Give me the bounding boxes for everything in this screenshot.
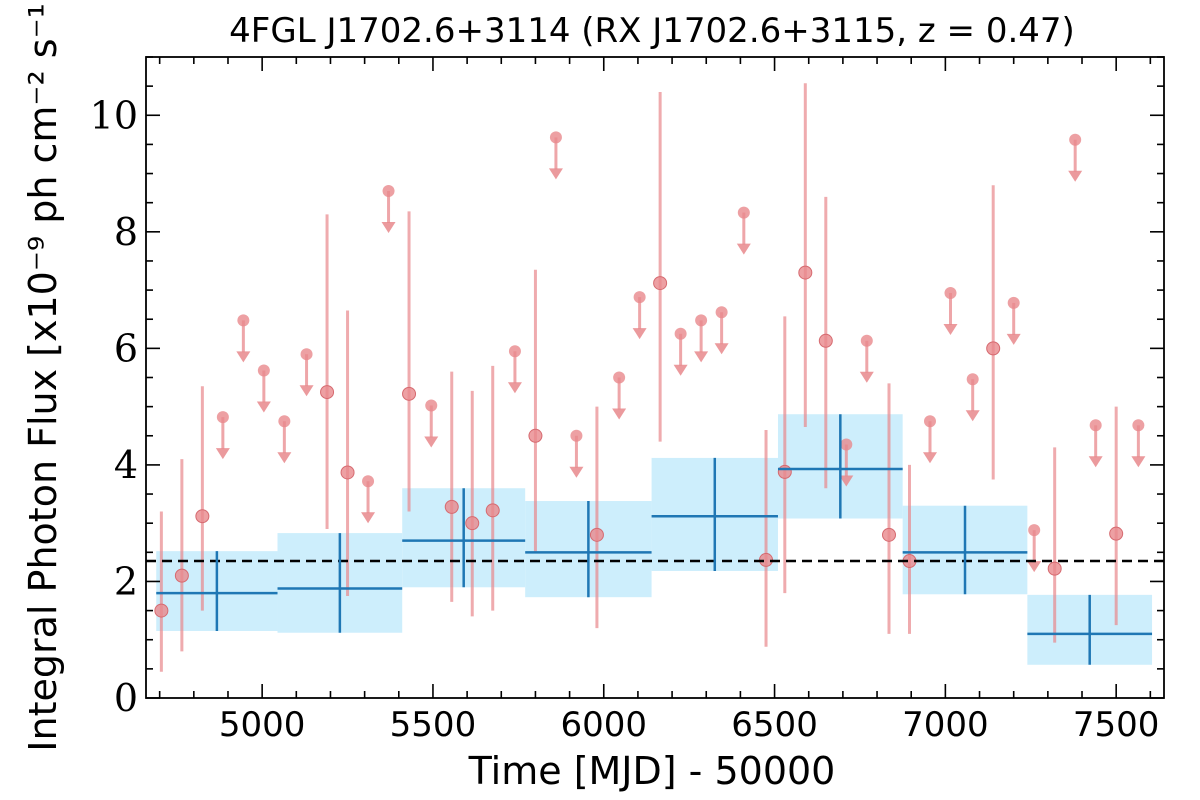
upper-limit-point	[613, 371, 626, 384]
upper-limit-arrow	[632, 328, 647, 340]
x-tick-label: 5500	[390, 705, 477, 745]
upper-limit-point	[1069, 133, 1082, 146]
y-tick-label: 10	[90, 93, 138, 137]
y-tick-label: 4	[114, 443, 138, 487]
upper-limit-arrow	[236, 351, 251, 363]
upper-limit-arrow	[1131, 456, 1146, 468]
detection-point	[444, 499, 459, 514]
upper-limit-arrow	[694, 351, 709, 363]
upper-limit-arrow	[361, 512, 376, 524]
upper-limit-point	[508, 345, 521, 358]
detection-point	[465, 516, 480, 531]
x-tick-label: 7500	[1073, 705, 1160, 745]
upper-limit-arrow	[859, 371, 874, 383]
y-tick-label: 6	[114, 326, 138, 370]
upper-limit-point	[674, 327, 687, 340]
detection-point	[653, 276, 668, 291]
upper-limit-point	[1028, 524, 1041, 537]
upper-limit-arrow	[569, 466, 584, 478]
upper-limit-arrow	[256, 401, 271, 413]
upper-limit-point	[944, 287, 957, 300]
upper-limit-point	[1007, 296, 1020, 309]
upper-limit-point	[715, 306, 728, 319]
upper-limit-point	[216, 411, 229, 424]
upper-limit-arrow	[424, 436, 439, 448]
detection-point	[882, 527, 897, 542]
upper-limit-point	[237, 314, 250, 327]
upper-limit-arrow	[714, 343, 729, 355]
upper-limit-point	[425, 399, 438, 412]
upper-limit-point	[549, 131, 562, 144]
upper-limit-arrow	[381, 222, 396, 234]
detection-point	[485, 503, 500, 518]
upper-limit-point	[695, 314, 708, 327]
upper-limit-point	[737, 206, 750, 219]
upper-limit-arrow	[965, 410, 980, 422]
upper-limit-arrow	[673, 364, 688, 376]
upper-limit-point	[362, 475, 375, 488]
upper-limit-arrow	[612, 408, 627, 420]
x-tick-label: 6000	[560, 705, 647, 745]
upper-limit-arrow	[943, 324, 958, 336]
y-tick-label: 0	[114, 676, 138, 720]
upper-limit-point	[860, 334, 873, 347]
y-tick-label: 8	[114, 210, 138, 254]
upper-limit-arrow	[1088, 456, 1103, 468]
upper-limit-arrow	[922, 452, 937, 464]
detection-point	[1047, 561, 1062, 576]
upper-limit-point	[1089, 419, 1102, 432]
x-tick-label: 7000	[902, 705, 989, 745]
upper-limit-arrow	[1027, 561, 1042, 573]
x-tick-label: 5000	[219, 705, 306, 745]
y-axis-label: Integral Photon Flux [x10⁻⁹ ph cm⁻² s⁻¹]	[21, 0, 65, 752]
upper-limit-point	[840, 438, 853, 451]
plot-area	[146, 83, 1164, 672]
upper-limit-arrow	[548, 168, 563, 180]
y-tick-label: 2	[114, 559, 138, 603]
x-axis-label: Time [MJD] - 50000	[468, 749, 836, 793]
upper-limit-point	[923, 415, 936, 428]
detection-point	[528, 428, 543, 443]
detection-point	[340, 465, 355, 480]
detection-point	[798, 265, 813, 280]
upper-limit-point	[257, 364, 270, 377]
upper-limit-arrow	[839, 475, 854, 487]
detection-point	[195, 509, 210, 524]
detection-point	[174, 568, 189, 583]
detection-point	[589, 527, 604, 542]
detection-point	[1109, 526, 1124, 541]
upper-limit-arrow	[507, 382, 522, 394]
upper-limit-arrow	[215, 448, 230, 460]
upper-limit-arrow	[1006, 333, 1021, 345]
detection-point	[154, 603, 169, 618]
upper-limit-arrow	[299, 385, 314, 397]
upper-limit-arrow	[1068, 170, 1083, 182]
upper-limit-point	[966, 373, 979, 386]
upper-limit-point	[278, 415, 291, 428]
upper-limit-point	[1132, 419, 1145, 432]
detection-point	[986, 341, 1001, 356]
detection-point	[777, 464, 792, 479]
upper-limit-point	[382, 185, 395, 198]
upper-limit-arrow	[277, 452, 292, 464]
upper-limit-point	[633, 291, 646, 304]
upper-limit-arrow	[736, 243, 751, 255]
detection-point	[320, 385, 335, 400]
chart-title: 4FGL J1702.6+3114 (RX J1702.6+3115, z = …	[229, 11, 1075, 51]
axes: 5000 5500 6000 6500 7000 7500 0 2 4 6 8 10	[90, 56, 1165, 745]
detection-point	[402, 386, 417, 401]
upper-limit-point	[300, 348, 313, 361]
upper-limit-point	[570, 429, 583, 442]
detection-point	[818, 333, 833, 348]
x-tick-label: 6500	[731, 705, 818, 745]
